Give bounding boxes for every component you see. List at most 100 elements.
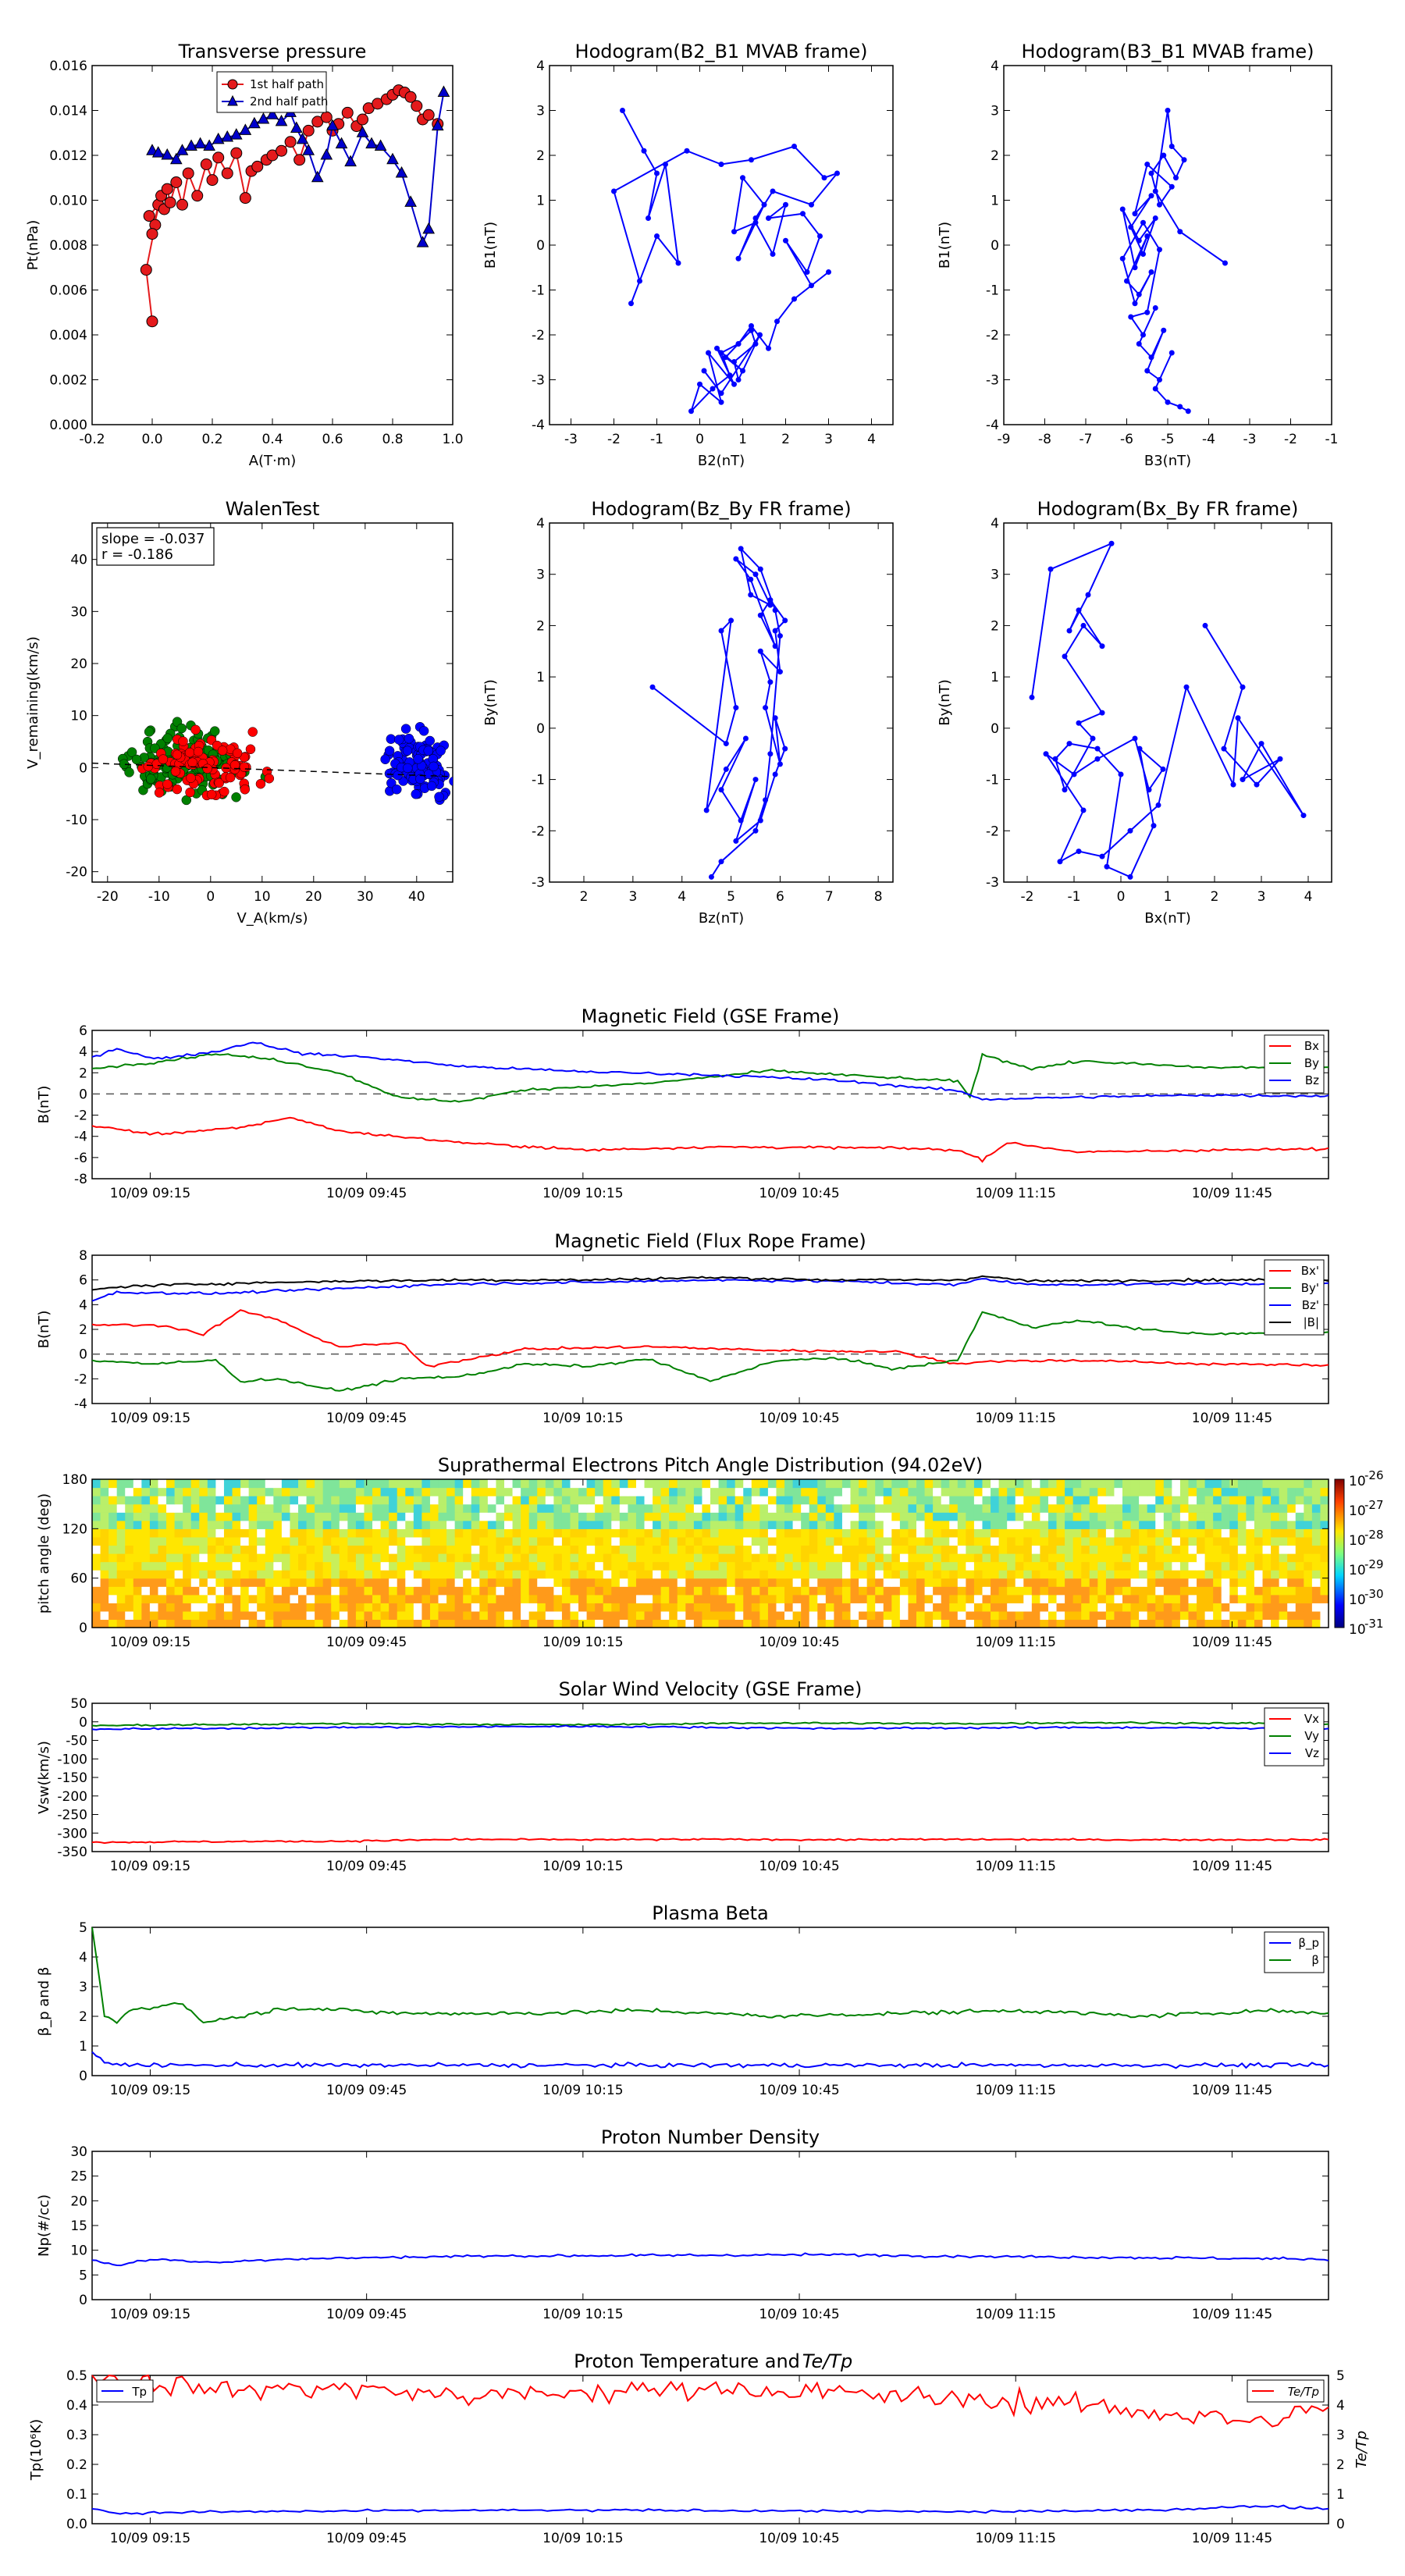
pad-heatmap-cell	[545, 1553, 554, 1563]
pad-heatmap-cell	[767, 1528, 777, 1538]
pad-heatmap-cell	[998, 1545, 1008, 1554]
walen-data-point	[146, 774, 156, 784]
h3-data-point	[772, 607, 778, 614]
pad-heatmap-cell	[248, 1536, 258, 1546]
pad-heatmap-cell	[1155, 1553, 1165, 1563]
h3-data-point	[742, 735, 749, 742]
pad-heatmap-cell	[973, 1496, 984, 1505]
pad-heatmap-cell	[446, 1528, 456, 1538]
pad-heatmap-cell	[570, 1561, 579, 1571]
pad-heatmap-cell	[257, 1512, 266, 1521]
pad-heatmap-cell	[825, 1561, 834, 1571]
h2-xtick-label: -3	[1243, 432, 1257, 447]
pad-heatmap-cell	[1304, 1594, 1313, 1603]
pad-heatmap-cell	[1172, 1610, 1181, 1621]
pad-heatmap-cell	[685, 1619, 695, 1628]
vsw-legend-label: Vx	[1304, 1712, 1319, 1726]
h4-data-point	[1108, 540, 1115, 546]
pad-heatmap-cell	[825, 1594, 834, 1603]
pad-heatmap-cell	[248, 1586, 258, 1596]
vsw-xtick-label: 10/09 10:15	[542, 1859, 623, 1874]
pad-heatmap-cell	[248, 1578, 258, 1587]
tp-data-point	[146, 315, 158, 328]
pad-heatmap-cell	[1204, 1528, 1214, 1538]
pad-heatmap-cell	[405, 1520, 414, 1529]
h1-data-point	[804, 269, 810, 275]
pad-heatmap-cell	[389, 1536, 398, 1546]
pad-heatmap-cell	[957, 1610, 966, 1621]
pad-heatmap-cell	[315, 1545, 324, 1554]
pad-heatmap-cell	[1246, 1578, 1255, 1587]
walen-ytick-label: 0	[79, 760, 87, 776]
pad-heatmap-cell	[875, 1520, 884, 1529]
pad-heatmap-cell	[991, 1545, 1000, 1554]
pad-heatmap-cell	[496, 1578, 505, 1587]
h3-ytick-label: -3	[532, 875, 545, 891]
pad-heatmap-cell	[1023, 1578, 1033, 1587]
pad-heatmap-cell	[570, 1586, 579, 1596]
pad-heatmap-cell	[834, 1603, 843, 1612]
h2-xtick-label: -4	[1202, 432, 1215, 447]
pad-heatmap-cell	[702, 1578, 711, 1587]
pad-heatmap-cell	[92, 1594, 101, 1603]
pad-heatmap-cell	[1221, 1503, 1230, 1513]
pad-heatmap-cell	[586, 1578, 596, 1587]
pad-heatmap-cell	[702, 1479, 711, 1489]
pad-heatmap-cell	[1287, 1570, 1297, 1579]
pad-heatmap-cell	[372, 1512, 382, 1521]
pad-heatmap-cell	[315, 1479, 324, 1489]
h1-data-point	[749, 157, 754, 163]
pad-heatmap-cell	[512, 1619, 521, 1628]
pad-heatmap-cell	[100, 1503, 109, 1513]
pad-heatmap-cell	[429, 1496, 439, 1505]
tp-data-point	[257, 112, 270, 124]
h3-data-point	[757, 648, 763, 654]
pad-heatmap-cell	[281, 1503, 291, 1513]
pad-heatmap-cell	[718, 1536, 727, 1546]
pad-heatmap-cell	[586, 1561, 596, 1571]
pad-heatmap-cell	[1246, 1586, 1255, 1596]
np-ytick-label: 10	[70, 2243, 87, 2259]
pad-heatmap-cell	[521, 1545, 530, 1554]
pad-heatmap-cell	[866, 1536, 876, 1546]
pad-heatmap-cell	[1221, 1479, 1230, 1489]
pad-heatmap-cell	[982, 1496, 991, 1505]
pad-heatmap-cell	[570, 1610, 579, 1621]
pad-heatmap-cell	[991, 1503, 1000, 1513]
pad-heatmap-cell	[446, 1561, 456, 1571]
pad-heatmap-cell	[355, 1528, 365, 1538]
pad-heatmap-cell	[125, 1594, 134, 1603]
pad-heatmap-cell	[199, 1603, 208, 1612]
pad-heatmap-cell	[454, 1487, 464, 1496]
pad-heatmap-cell	[644, 1536, 653, 1546]
h4-data-point	[1066, 741, 1072, 747]
pad-heatmap-cell	[265, 1610, 274, 1621]
pad-heatmap-cell	[751, 1496, 760, 1505]
pad-heatmap-cell	[784, 1553, 794, 1563]
pad-heatmap-cell	[1015, 1512, 1024, 1521]
pad-heatmap-cell	[1188, 1503, 1197, 1513]
pad-heatmap-cell	[125, 1520, 134, 1529]
bfr-ytick-label: 2	[79, 1322, 87, 1338]
pad-heatmap-cell	[1271, 1520, 1280, 1529]
h1-title: Hodogram(B2_B1 MVAB frame)	[575, 41, 868, 62]
pad-heatmap-cell	[504, 1553, 514, 1563]
pad-heatmap-cell	[859, 1586, 868, 1596]
walen-data-point	[231, 792, 241, 802]
pad-heatmap-cell	[240, 1528, 250, 1538]
h1-data-point	[646, 215, 651, 221]
pad-heatmap-cell	[429, 1586, 439, 1596]
pad-heatmap-cell	[429, 1610, 439, 1621]
vsw-ytick-label: -150	[57, 1770, 87, 1786]
pad-heatmap-cell	[1229, 1619, 1239, 1628]
pad-heatmap-cell	[1056, 1520, 1065, 1529]
pad-heatmap-cell	[1179, 1479, 1190, 1489]
pad-heatmap-cell	[1089, 1553, 1098, 1563]
pad-heatmap-cell	[537, 1570, 546, 1579]
walen-data-point	[162, 733, 173, 743]
pad-heatmap-cell	[1114, 1603, 1123, 1612]
h2-data-point	[1165, 399, 1171, 405]
pad-heatmap-cell	[141, 1561, 151, 1571]
pad-heatmap-cell	[1065, 1496, 1074, 1505]
walen-data-point	[214, 777, 224, 788]
